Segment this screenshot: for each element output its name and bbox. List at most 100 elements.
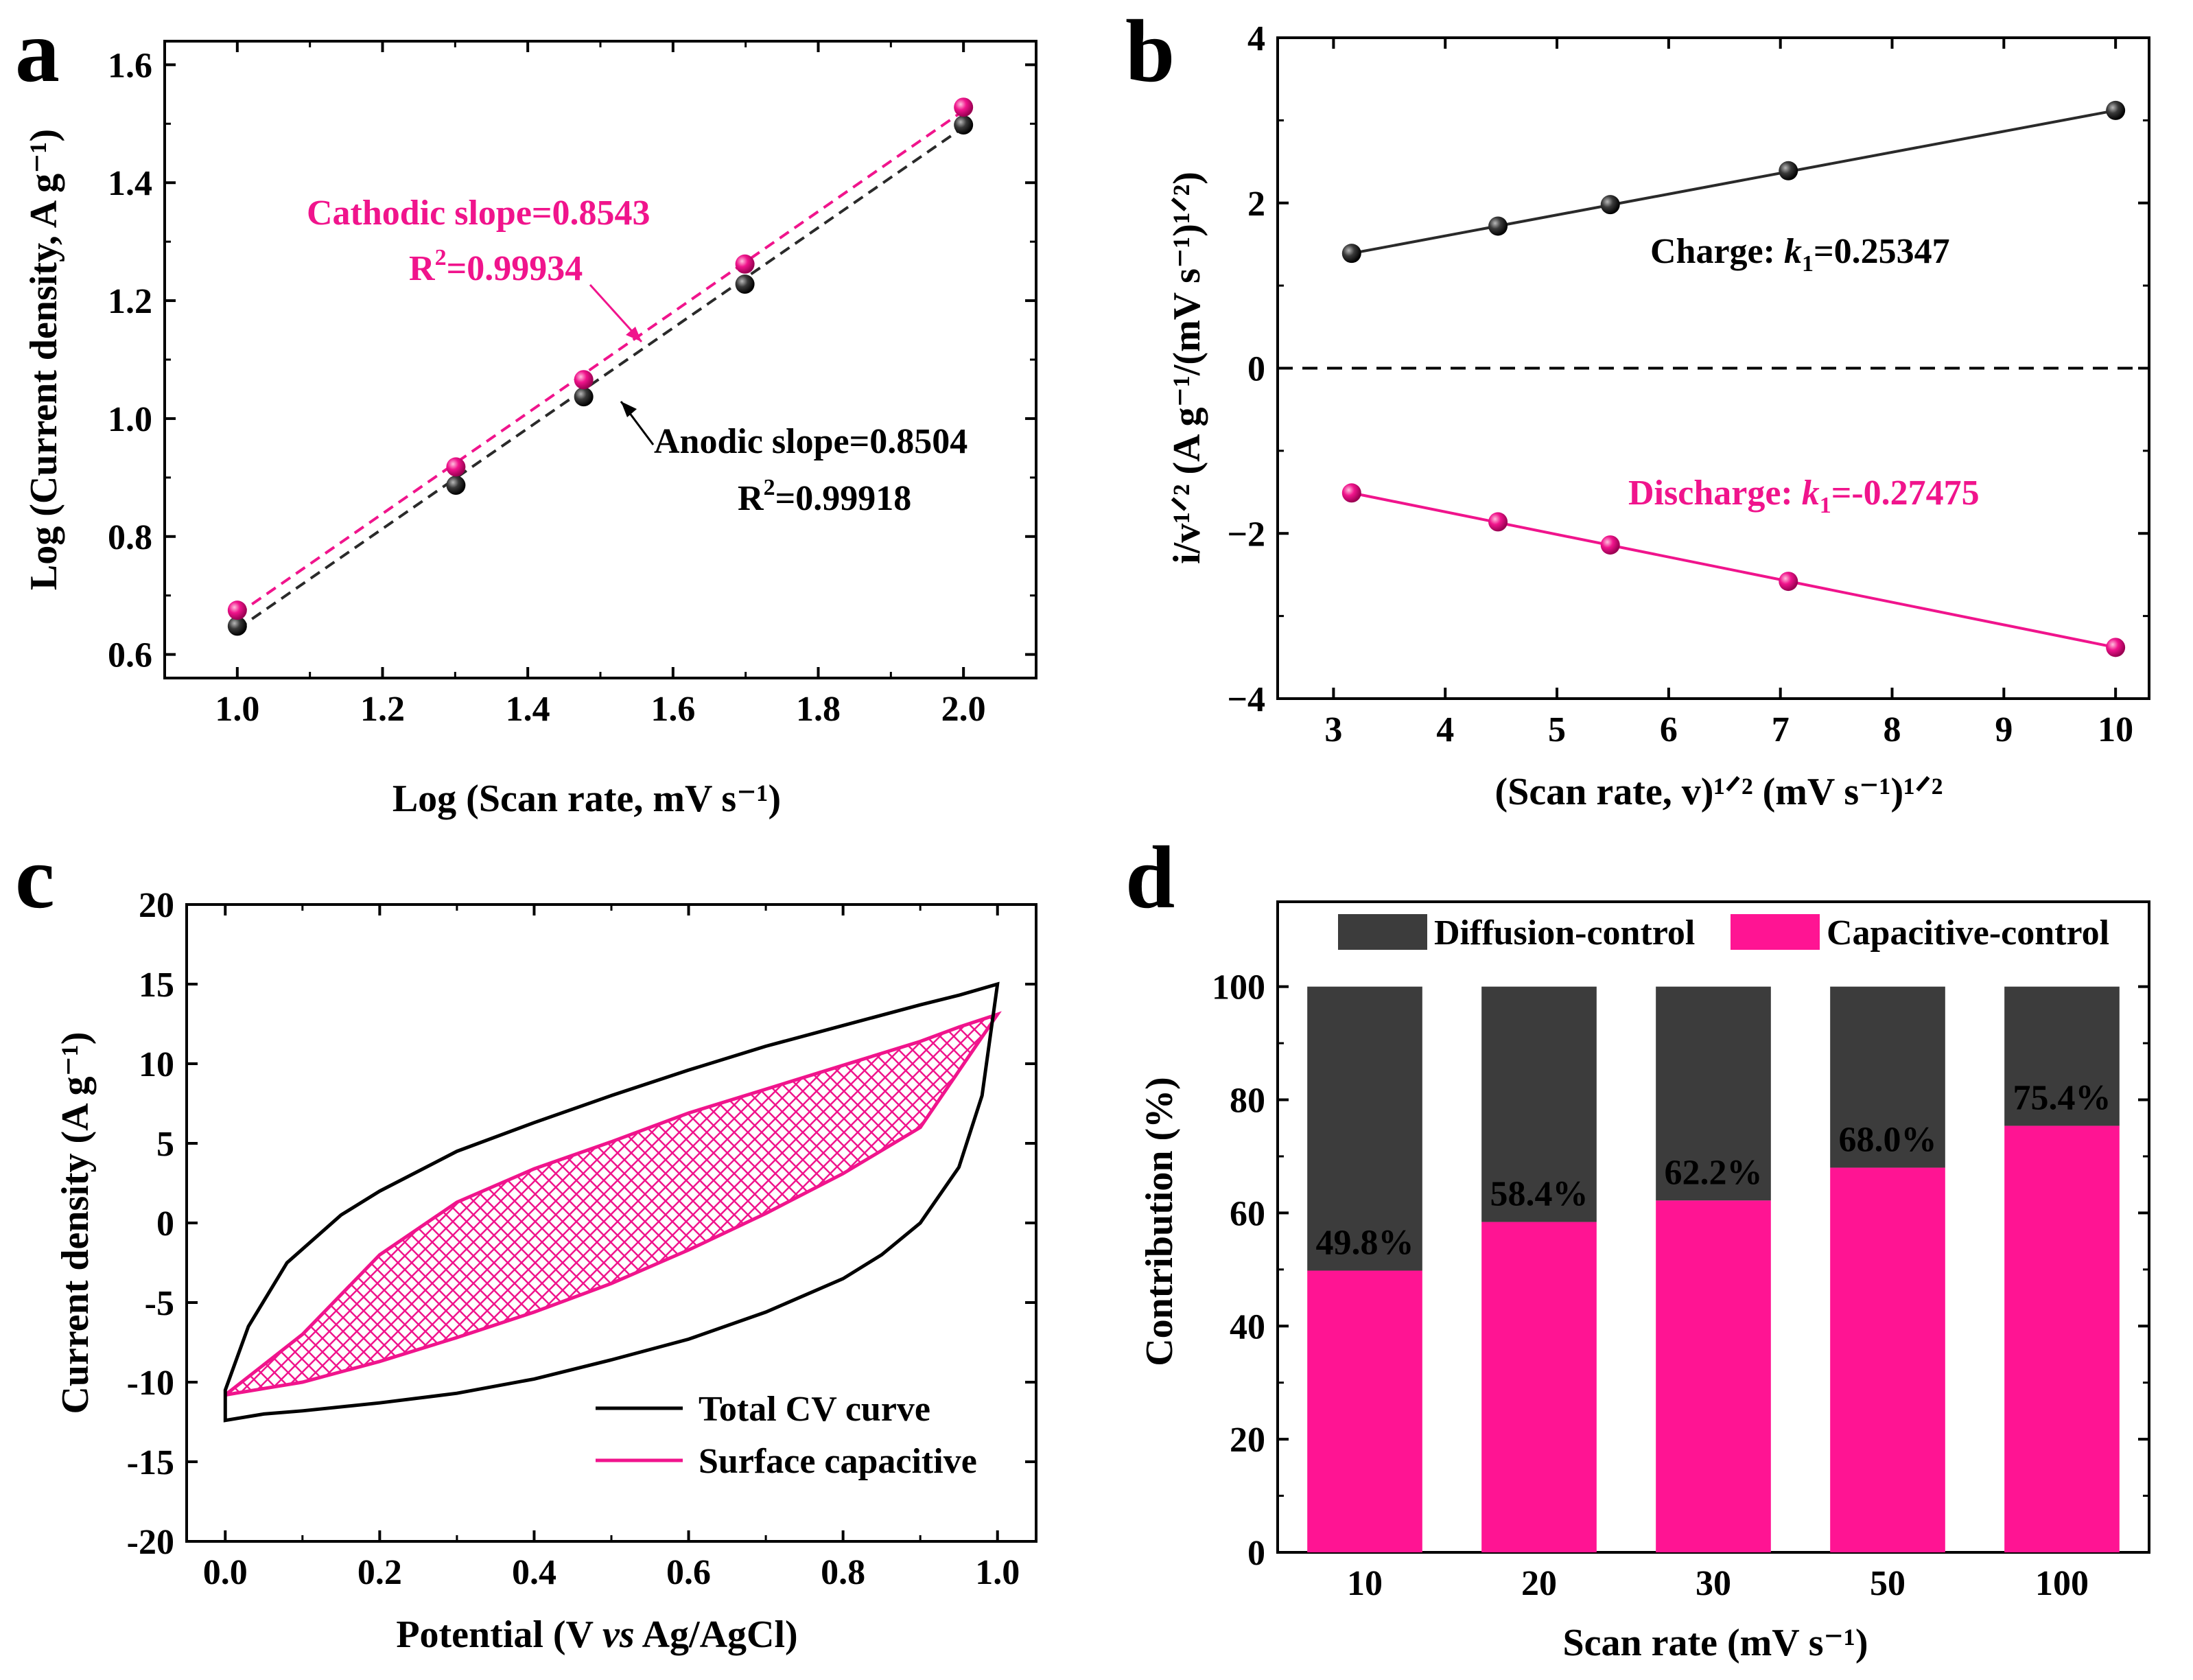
a-fit-lines xyxy=(236,109,965,631)
fit-line-cathodic xyxy=(236,109,965,616)
data-point-cathodic xyxy=(446,457,466,477)
surface-capacitive-region xyxy=(224,1011,1002,1397)
data-point-anodic xyxy=(574,387,594,407)
y-tick-label: 40 xyxy=(1230,1307,1265,1346)
panel-d: d 0 20 40 60 80 100 10 20 30 50 100 49.8% 58.4% 62.2… xyxy=(1125,828,2150,1664)
bar-capacitive-control xyxy=(1656,1200,1771,1552)
x-tick-label: 0.6 xyxy=(666,1553,711,1592)
data-label: 58.4% xyxy=(1490,1175,1588,1214)
legend-label-capacitive: Capacitive-control xyxy=(1827,913,2109,953)
c-x-label-part2: Ag/AgCl) xyxy=(635,1613,798,1656)
x-tick-label: 2.0 xyxy=(941,690,986,729)
legend-label-surface: Surface capacitive xyxy=(699,1442,977,1481)
d-ticks: 0 20 40 60 80 100 10 20 30 50 100 xyxy=(1212,968,2149,1603)
legend-label-total: Total CV curve xyxy=(699,1390,930,1429)
discharge-label: Discharge: k1=-0.27475 xyxy=(1628,474,1980,518)
panel-c: c 0.0 0.2 0.4 0.6 0.8 1.0-20-15-10-505101520 … xyxy=(15,828,1037,1656)
c-x-axis-label: Potential (V vs Ag/AgCl) xyxy=(396,1613,797,1656)
y-tick-label: 4 xyxy=(1247,19,1265,58)
d-data-labels: 49.8% 58.4% 62.2% 68.0% 75.4% xyxy=(1316,1078,2111,1262)
data-point-anodic xyxy=(735,275,755,294)
x-tick-label: 1.0 xyxy=(215,690,259,729)
b-fit-lines xyxy=(1351,108,2116,649)
y-tick-label: 15 xyxy=(139,966,174,1005)
cathodic-slope-label: Cathodic slope=0.8543 xyxy=(307,194,650,233)
charge-label: Charge: k1=0.25347 xyxy=(1650,232,1950,277)
y-tick-label: -10 xyxy=(127,1364,174,1403)
a-x-axis-label: Log (Scan rate, mV s⁻¹) xyxy=(392,778,781,820)
c-ticks: 0.0 0.2 0.4 0.6 0.8 1.0 -20 -15 -10 -5 0 5 10 15 20 xyxy=(127,886,1036,1592)
y-tick-label: 1.4 xyxy=(108,164,152,203)
bar-diffusion-control xyxy=(2004,986,2120,1126)
x-tick-label: 1.2 xyxy=(360,690,405,729)
data-label: 68.0% xyxy=(1839,1120,1937,1159)
legend-label-diffusion: Diffusion-control xyxy=(1434,913,1695,953)
x-tick-label: 1.8 xyxy=(796,690,841,729)
panel-letter-d: d xyxy=(1125,828,1175,927)
y-tick-label: −4 xyxy=(1227,680,1265,719)
y-tick-label: 2 xyxy=(1247,185,1265,224)
y-tick-label: 20 xyxy=(1230,1421,1265,1460)
d-legend: Diffusion-control Capacitive-control xyxy=(1338,913,2109,953)
a-y-axis-label: Log (Current density, A g⁻¹) xyxy=(23,129,65,590)
data-point-charge xyxy=(1341,244,1361,264)
anodic-slope-label: Anodic slope=0.8504 xyxy=(654,422,968,461)
x-tick-label: 10 xyxy=(2098,710,2133,749)
x-tick-label: 3 xyxy=(1324,710,1342,749)
discharge-k: k xyxy=(1802,474,1820,513)
cathodic-r2-value: =0.99934 xyxy=(447,249,583,288)
c-legend: Total CV curve Surface capacitive xyxy=(596,1390,977,1481)
panel-letter-b: b xyxy=(1125,2,1175,101)
y-tick-label: 1.0 xyxy=(108,400,152,439)
discharge-label-text: Discharge: xyxy=(1628,474,1802,513)
y-tick-label: −2 xyxy=(1227,515,1265,554)
total-cv-curve xyxy=(223,981,1000,1423)
y-tick-label: 80 xyxy=(1230,1082,1265,1121)
cathodic-arrowhead xyxy=(626,327,642,342)
y-tick-label: 1.2 xyxy=(108,282,152,321)
y-tick-label: 0 xyxy=(1247,1534,1265,1573)
y-tick-label: 100 xyxy=(1212,968,1265,1007)
bar-capacitive-control xyxy=(1481,1222,1597,1552)
d-bars xyxy=(1307,986,2120,1552)
data-point-cathodic xyxy=(574,370,594,390)
x-tick-label: 20 xyxy=(1521,1564,1557,1603)
plot-frame-a xyxy=(163,40,1037,679)
d-x-axis-label: Scan rate (mV s⁻¹) xyxy=(1562,1622,1868,1664)
data-point-cathodic xyxy=(954,97,974,117)
anodic-arrowhead xyxy=(621,401,637,417)
fit-line-discharge xyxy=(1351,491,2116,649)
y-tick-label: 0 xyxy=(156,1204,174,1244)
cathodic-r2-prefix: R xyxy=(409,249,436,288)
charge-k: k xyxy=(1784,232,1802,271)
anodic-r2-sup: 2 xyxy=(764,475,775,500)
charge-k-sub: 1 xyxy=(1802,251,1814,277)
legend-swatch-diffusion xyxy=(1338,914,1427,950)
y-tick-label: 1.6 xyxy=(108,46,152,85)
y-tick-label: -5 xyxy=(145,1284,174,1323)
charge-value: =0.25347 xyxy=(1814,232,1950,271)
anodic-r2-prefix: R xyxy=(738,479,764,518)
x-tick-label: 7 xyxy=(1772,710,1790,749)
data-point-discharge xyxy=(1600,535,1620,555)
x-tick-label: 0.4 xyxy=(512,1553,556,1592)
data-point-cathodic xyxy=(735,254,755,274)
bar-diffusion-control xyxy=(1481,986,1597,1222)
data-label: 62.2% xyxy=(1665,1153,1763,1192)
x-tick-label: 1.0 xyxy=(975,1553,1020,1592)
x-tick-label: 8 xyxy=(1884,710,1901,749)
bar-capacitive-control xyxy=(1830,1167,1945,1552)
bar-diffusion-control xyxy=(1307,986,1422,1271)
data-point-charge xyxy=(1600,195,1620,215)
x-tick-label: 50 xyxy=(1870,1564,1905,1603)
y-tick-label: 20 xyxy=(139,886,174,925)
data-point-discharge xyxy=(1779,572,1798,592)
discharge-value: =-0.27475 xyxy=(1831,474,1980,513)
data-label: 49.8% xyxy=(1316,1223,1414,1262)
fit-line-anodic xyxy=(236,126,965,631)
fit-line-charge xyxy=(1351,108,2116,255)
b-ticks: 3 4 5 6 7 8 9 10 −4 −2 0 2 4 xyxy=(1227,19,2149,749)
data-point-discharge xyxy=(1341,483,1361,503)
data-point-anodic xyxy=(227,616,247,636)
x-tick-label: 1.6 xyxy=(650,690,695,729)
